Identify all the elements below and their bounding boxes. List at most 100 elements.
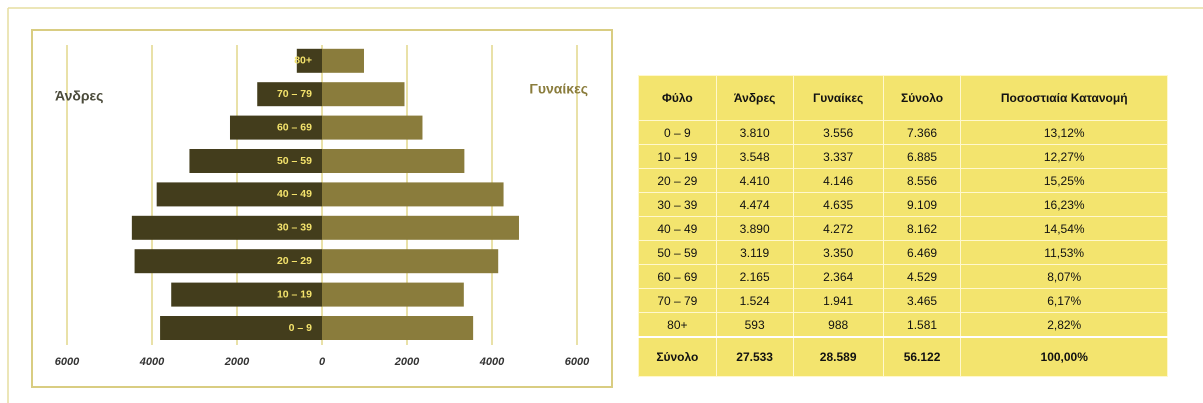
table-cell: 3.465 [882,288,962,313]
bar [160,316,322,340]
bar [296,48,322,73]
table-cell: 100,00% [960,336,1168,377]
table-row: 20 – 29 4.410 4.146 8.556 15,25% [638,168,1168,193]
bar [322,182,504,207]
legend-label: Γυναίκες [529,81,588,97]
table-cell: 4.529 [882,264,962,289]
bar [257,82,322,107]
table-cell: 2.364 [792,264,884,289]
table-cell: 1.581 [882,312,962,338]
bar [134,249,322,274]
table-cell: 14,54% [960,216,1168,241]
table-cell: 30 – 39 [638,192,717,217]
table-header: Φύλο Άνδρες Γυναίκες Σύνολο Ποσοστιαία Καταν… [638,75,1168,121]
table-cell: 593 [715,312,794,338]
table-cell: 3.350 [792,240,884,265]
table-cell: 16,23% [960,192,1168,217]
table-cell: 4.146 [792,168,884,193]
table-row: 80+ 593 988 1.581 2,82% [638,312,1168,338]
table-cell: 80+ [638,312,717,338]
table-cell: Ποσοστιαία Κατανομή [960,75,1168,121]
table-cell: 1.941 [792,288,884,313]
category-label: 20 – 29 [277,255,312,267]
bar [322,115,423,140]
bar [322,282,464,307]
table-cell: 988 [792,312,884,338]
table-cell: 28.589 [792,336,884,377]
table-cell: Σύνολο [882,75,962,121]
table-cell: Γυναίκες [792,75,884,121]
table-cell: 0 – 9 [638,120,717,145]
table-cell: Σύνολο [638,336,717,377]
bar [131,215,322,240]
table-cell: 7.366 [882,120,962,145]
category-label: 10 – 19 [277,288,312,300]
table-cell: 10 – 19 [638,144,717,169]
table-cell: Άνδρες [715,75,794,121]
category-label: 0 – 9 [289,322,313,334]
table-cell: 4.635 [792,192,884,217]
bar [322,215,519,240]
table-cell: 9.109 [882,192,962,217]
table-cell: 2.165 [715,264,794,289]
table-cell: 6.885 [882,144,962,169]
table-cell: 6,17% [960,288,1168,313]
table-cell: 3.556 [792,120,884,145]
x-tick-label: 4000 [139,356,165,368]
table-row: 50 – 59 3.119 3.350 6.469 11,53% [638,240,1168,265]
category-label: 60 – 69 [277,121,312,133]
table-row: 70 – 79 1.524 1.941 3.465 6,17% [638,288,1168,313]
table-cell: 3.810 [715,120,794,145]
bar [322,48,364,73]
x-tick-label: 0 [319,356,326,368]
x-tick-label: 6000 [565,356,590,368]
table-cell: 8.556 [882,168,962,193]
category-label: 40 – 49 [277,188,312,200]
bar [229,115,322,140]
table-cell: 56.122 [882,336,962,377]
table-cell: 40 – 49 [638,216,717,241]
bar [189,149,322,173]
table-cell: 15,25% [960,168,1168,193]
table-row: 0 – 9 3.810 3.556 7.366 13,12% [638,120,1168,145]
table-cell: 70 – 79 [638,288,717,313]
bar [322,249,499,274]
category-label: 70 – 79 [277,88,312,100]
x-tick-label: 2000 [394,356,420,368]
bar [322,149,465,173]
table-cell: 3.119 [715,240,794,265]
category-label: 30 – 39 [277,222,312,234]
table-cell: 12,27% [960,144,1168,169]
table-row: 30 – 39 4.474 4.635 9.109 16,23% [638,192,1168,217]
table-cell: 50 – 59 [638,240,717,265]
x-tick-label: 2000 [224,356,250,368]
table-cell: 11,53% [960,240,1168,265]
table-cell: 6.469 [882,240,962,265]
data-table: Φύλο Άνδρες Γυναίκες Σύνολο Ποσοστιαία Καταν… [638,75,1168,377]
table-cell: 13,12% [960,120,1168,145]
table-cell: 27.533 [715,336,794,377]
table-cell: 1.524 [715,288,794,313]
table-cell: 3.337 [792,144,884,169]
table-cell: 8,07% [960,264,1168,289]
bar [171,282,322,307]
bar [322,82,405,107]
legend-label: Άνδρες [55,88,103,104]
table-row: 60 – 69 2.165 2.364 4.529 8,07% [638,264,1168,289]
x-tick-label: 4000 [479,356,505,368]
table-row: 10 – 19 3.548 3.337 6.885 12,27% [638,144,1168,169]
table-total: Σύνολο 27.533 28.589 56.122 100,00% [638,336,1168,377]
table-cell: 4.272 [792,216,884,241]
category-label: 80+ [294,55,312,67]
x-tick-label: 6000 [55,356,80,368]
table-cell: 4.474 [715,192,794,217]
bar [322,316,474,340]
table-cell: 60 – 69 [638,264,717,289]
category-label: 50 – 59 [277,155,312,167]
table-cell: 3.890 [715,216,794,241]
table-cell: Φύλο [638,75,717,121]
bar [156,182,322,207]
